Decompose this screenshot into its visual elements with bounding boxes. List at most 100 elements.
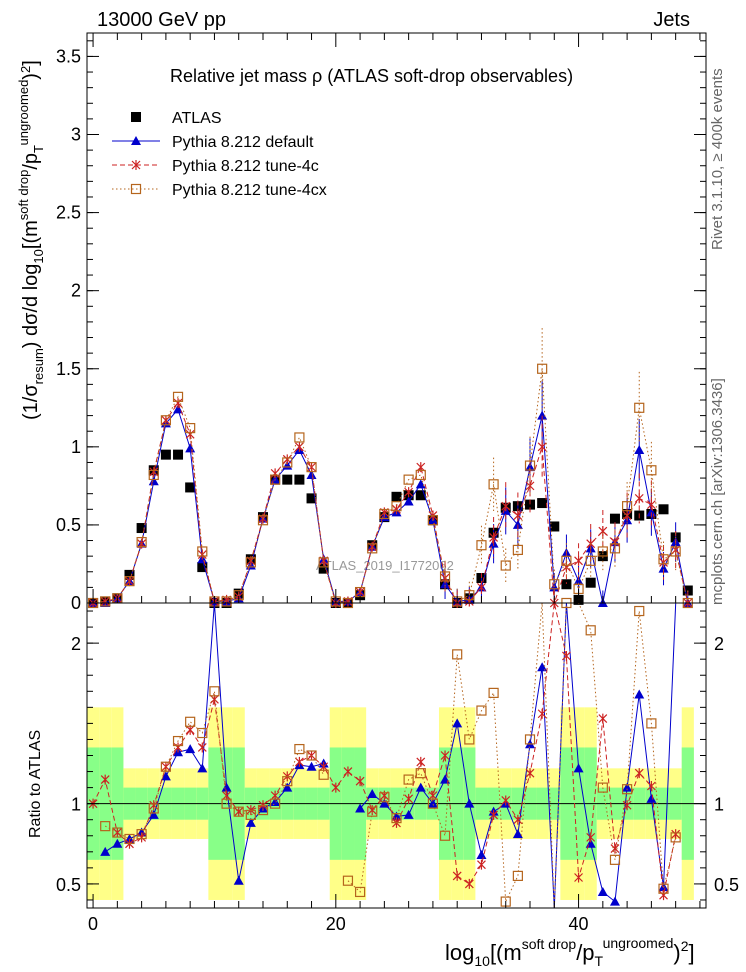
marker-tune4c <box>671 829 681 840</box>
marker-default <box>245 817 256 827</box>
y-tick-label: 3 <box>71 125 81 145</box>
marker-default <box>427 798 438 808</box>
marker-tune4c <box>634 493 644 504</box>
marker-tune4c <box>537 708 547 719</box>
ratio-panel: 0.5 0.51 12 20 20 40 Ratio to ATLAS log10[(ms… <box>27 597 739 969</box>
marker-default <box>622 782 633 792</box>
marker-tune4c <box>416 756 426 767</box>
main-y-axis-label: (1/σresum) dσ/d log10[(msoft drop/pTungr… <box>16 60 46 420</box>
marker-default <box>148 476 159 486</box>
marker-tune4cx <box>597 782 608 793</box>
marker-tune4cx <box>379 508 390 520</box>
x-tick-label: 20 <box>326 914 346 934</box>
ratio-line-tune4cx <box>104 691 325 840</box>
ratio-y-axis-label: Ratio to ATLAS <box>27 730 44 838</box>
marker-atlas <box>415 490 426 501</box>
marker-tune4c <box>355 587 365 598</box>
ratio-y-tick-label-right: 2 <box>714 634 724 654</box>
marker-legend-tune4c <box>131 160 141 170</box>
marker-tune4cx <box>476 540 487 551</box>
marker-tune4cx <box>270 474 281 485</box>
marker-tune4cx <box>354 886 366 898</box>
marker-tune4cx <box>185 422 196 434</box>
marker-default <box>537 662 548 672</box>
marker-tune4cx <box>561 555 572 566</box>
marker-tune4cx <box>112 827 123 838</box>
marker-tune4c <box>161 415 171 426</box>
marker-atlas <box>306 493 317 504</box>
marker-tune4cx <box>658 554 669 565</box>
marker-tune4c <box>634 768 644 779</box>
marker-atlas <box>525 499 536 510</box>
marker-default <box>634 689 645 699</box>
marker-atlas <box>294 474 305 485</box>
marker-tune4c <box>646 499 656 510</box>
marker-atlas <box>185 482 196 493</box>
y-tick-label: 2 <box>71 281 81 301</box>
marker-tune4c <box>392 504 401 515</box>
marker-tune4cx <box>306 750 317 761</box>
marker-tune4c <box>501 795 511 806</box>
marker-tune4cx <box>415 768 426 779</box>
marker-tune4c <box>185 429 195 440</box>
marker-atlas <box>658 504 669 515</box>
marker-tune4c <box>537 441 547 452</box>
marker-tune4c <box>464 878 474 889</box>
marker-tune4cx <box>391 813 402 824</box>
marker-tune4cx <box>464 734 475 745</box>
marker-tune4cx <box>160 415 171 426</box>
marker-tune4cx <box>100 821 111 832</box>
marker-tune4c <box>659 890 668 901</box>
marker-tune4cx <box>670 832 681 843</box>
marker-tune4cx <box>646 718 657 729</box>
marker-default <box>173 404 184 414</box>
header-right: Jets <box>653 9 690 31</box>
marker-tune4cx <box>634 605 645 617</box>
marker-atlas <box>549 521 560 532</box>
marker-tune4cx <box>452 649 463 660</box>
marker-tune4c <box>574 872 583 883</box>
marker-default <box>440 579 451 589</box>
marker-legend-atlas <box>131 112 141 122</box>
marker-default <box>306 469 317 479</box>
marker-tune4c <box>100 774 110 785</box>
marker-tune4c <box>525 768 535 779</box>
marker-default <box>379 798 390 808</box>
marker-atlas <box>160 449 171 460</box>
marker-tune4cx <box>646 465 657 476</box>
marker-tune4c <box>270 468 280 479</box>
marker-tune4cx <box>294 743 305 755</box>
marker-tune4cx <box>185 716 196 727</box>
ratio-y-tick-label: 2 <box>71 634 81 654</box>
marker-atlas <box>318 563 329 574</box>
marker-legend-tune4cx <box>130 183 142 195</box>
marker-atlas <box>537 498 548 509</box>
marker-tune4c <box>452 870 462 881</box>
marker-tune4c <box>489 532 499 543</box>
ratio-y-tick-label: 1 <box>71 795 81 815</box>
x-tick-label: 40 <box>569 914 589 934</box>
marker-tune4cx <box>124 576 135 587</box>
marker-tune4cx <box>245 809 256 820</box>
marker-tune4c <box>173 398 183 409</box>
legend-label-tune4cx: Pythia 8.212 tune-4cx <box>172 182 327 199</box>
marker-tune4cx <box>415 469 426 481</box>
marker-tune4cx <box>282 776 293 787</box>
marker-tune4cx <box>148 803 159 814</box>
marker-tune4cx <box>318 557 329 568</box>
marker-tune4cx <box>524 734 536 745</box>
marker-tune4c <box>404 487 414 498</box>
marker-default <box>537 410 548 420</box>
marker-tune4c <box>197 742 207 753</box>
marker-tune4cx <box>427 798 439 809</box>
marker-tune4cx <box>160 761 171 772</box>
marker-tune4cx <box>124 833 135 845</box>
marker-tune4cx <box>257 804 269 816</box>
marker-default <box>512 829 523 839</box>
marker-default <box>512 519 523 529</box>
marker-atlas <box>585 577 596 588</box>
marker-tune4cx <box>670 546 681 557</box>
marker-tune4cx <box>537 363 548 374</box>
y-tick-label: 1.5 <box>56 359 81 379</box>
